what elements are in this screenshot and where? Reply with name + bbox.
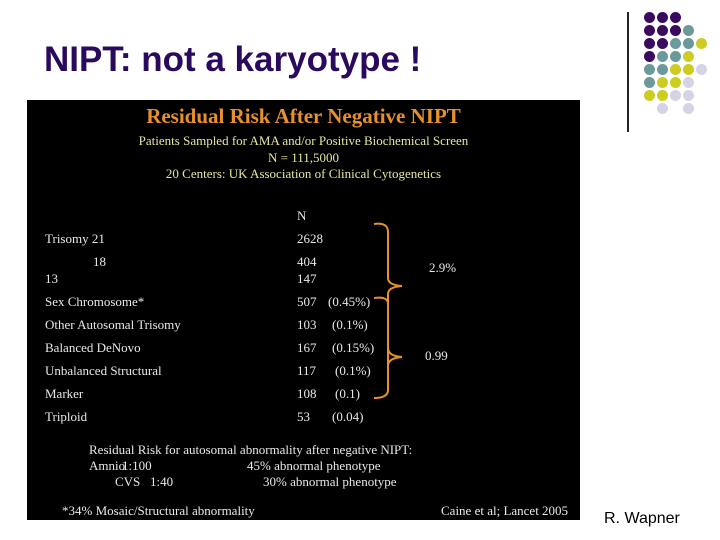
cvs-phenotype: 30% abnormal phenotype xyxy=(263,474,397,489)
residual-risk-image: Residual Risk After Negative NIPT Patien… xyxy=(27,100,580,520)
dot-icon xyxy=(657,51,668,62)
slide-title: NIPT: not a karyotype ! xyxy=(44,40,422,79)
row-label: 18 xyxy=(93,254,106,269)
row-n: 507 xyxy=(297,294,317,309)
row-pct: (0.45%) xyxy=(328,294,371,309)
row-label: Trisomy 21 xyxy=(45,231,105,246)
dot-icon xyxy=(670,12,681,23)
row-n: 53 xyxy=(297,409,310,424)
row-pct: (0.1%) xyxy=(335,363,371,378)
dot-icon xyxy=(670,64,681,75)
row-pct: (0.15%) xyxy=(332,340,375,355)
panel-subtitle-n: N = 111,5000 xyxy=(267,150,339,165)
row-pct: (0.04) xyxy=(332,409,364,424)
dot-icon xyxy=(657,12,668,23)
dot-icon xyxy=(683,103,694,114)
cvs-risk: 1:40 xyxy=(150,474,174,489)
dot-icon xyxy=(657,77,668,88)
row-pct: (0.1%) xyxy=(332,317,368,332)
row-n: 404 xyxy=(297,254,317,269)
dot-icon xyxy=(670,90,681,101)
dot-icon xyxy=(683,51,694,62)
panel-subtitle-patients: Patients Sampled for AMA and/or Positive… xyxy=(138,133,469,148)
dot-icon xyxy=(683,64,694,75)
decorative-divider xyxy=(627,12,629,132)
dot-icon xyxy=(696,38,707,49)
dot-icon xyxy=(644,12,655,23)
cvs-label: CVS xyxy=(115,474,141,489)
dot-icon xyxy=(683,90,694,101)
row-pct: (0.1) xyxy=(335,386,360,401)
dot-icon xyxy=(683,77,694,88)
dot-icon xyxy=(657,25,668,36)
footnote: *34% Mosaic/Structural abnormality xyxy=(62,503,255,518)
amnio-risk: 1:100 xyxy=(122,458,152,473)
row-n: 103 xyxy=(297,317,317,332)
dot-icon xyxy=(696,64,707,75)
dot-icon xyxy=(657,90,668,101)
dot-icon xyxy=(644,90,655,101)
dot-icon xyxy=(670,38,681,49)
column-header-n: N xyxy=(297,208,307,223)
dot-icon xyxy=(657,64,668,75)
row-n: 2628 xyxy=(297,231,323,246)
dot-icon xyxy=(670,77,681,88)
row-label: Sex Chromosome* xyxy=(45,294,145,309)
row-n: 117 xyxy=(297,363,317,378)
dot-icon xyxy=(644,77,655,88)
dot-icon xyxy=(657,103,668,114)
dot-icon xyxy=(683,25,694,36)
citation: Caine et al; Lancet 2005 xyxy=(441,503,569,518)
row-label: Other Autosomal Trisomy xyxy=(45,317,181,332)
dot-icon xyxy=(670,25,681,36)
dot-icon xyxy=(683,38,694,49)
row-label: Triploid xyxy=(45,409,88,424)
row-n: 108 xyxy=(297,386,317,401)
panel-subtitle-centers: 20 Centers: UK Association of Clinical C… xyxy=(165,166,442,181)
group-value-other: 0.99 xyxy=(425,348,448,363)
dot-icon xyxy=(644,64,655,75)
row-label: Balanced DeNovo xyxy=(45,340,141,355)
brace-icon xyxy=(373,222,403,399)
amnio-label: Amnio xyxy=(89,458,126,473)
dot-icon xyxy=(670,51,681,62)
author-credit: R. Wapner xyxy=(604,510,680,527)
amnio-phenotype: 45% abnormal phenotype xyxy=(247,458,381,473)
dot-icon xyxy=(644,25,655,36)
row-label: Unbalanced Structural xyxy=(45,363,162,378)
panel-title: Residual Risk After Negative NIPT xyxy=(146,104,461,128)
row-n: 167 xyxy=(297,340,317,355)
dot-icon xyxy=(657,38,668,49)
row-label: 13 xyxy=(45,271,58,286)
row-label: Marker xyxy=(45,386,84,401)
row-n: 147 xyxy=(297,271,317,286)
residual-heading: Residual Risk for autosomal abnormality … xyxy=(89,442,413,457)
dot-icon xyxy=(644,51,655,62)
group-value-autosomal-trisomy: 2.9% xyxy=(429,260,457,275)
dot-icon xyxy=(644,38,655,49)
